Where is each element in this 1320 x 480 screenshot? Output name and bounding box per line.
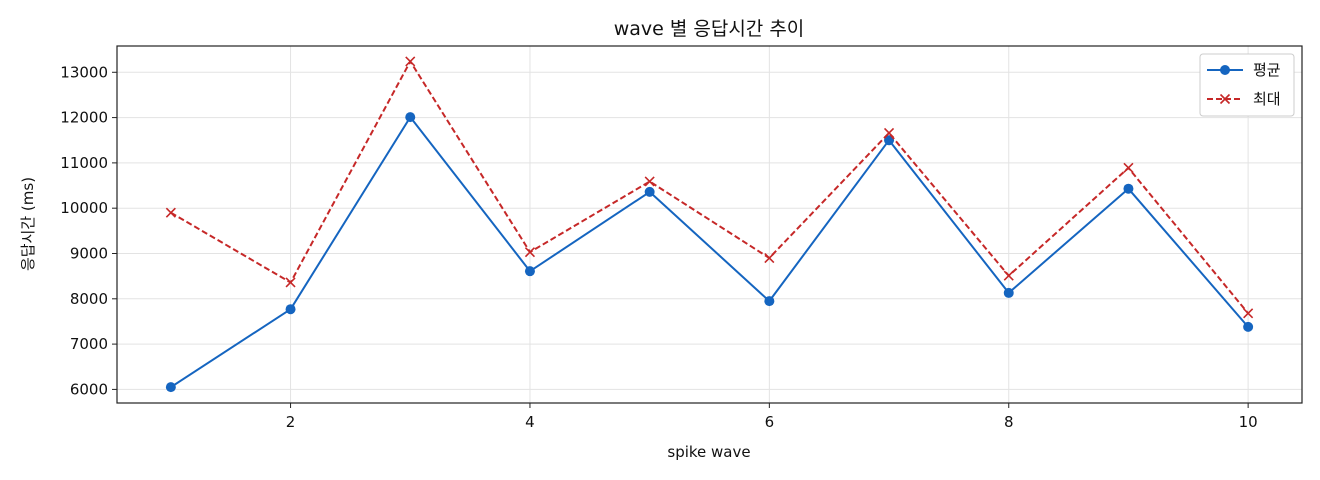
series-1-point [1003, 287, 1014, 298]
series-2-point [405, 56, 416, 67]
series-1-point [285, 304, 296, 315]
series-1-point [165, 382, 176, 393]
series-2-line [170, 60, 1249, 314]
series-1-line [170, 116, 1249, 388]
x-tick-label: 2 [286, 413, 296, 431]
plot-frame [116, 45, 1303, 404]
series-2-point [764, 252, 775, 264]
legend-entry: 최대 [1207, 90, 1281, 108]
series-1 [165, 112, 1254, 393]
grid [117, 46, 1302, 403]
x-tick-label: 8 [1004, 413, 1014, 431]
series-1-point [764, 296, 775, 307]
y-axis-label: 응답시간 (ms) [19, 177, 37, 271]
y-tick-label: 13000 [60, 63, 108, 81]
series-2-point [1003, 270, 1014, 281]
series-layer [165, 56, 1254, 393]
x-tick-label: 6 [765, 413, 775, 431]
x-axis: 2 4 6 8 10 [286, 403, 1258, 431]
series-1-point [524, 266, 535, 277]
x-axis-label: spike wave [667, 443, 750, 461]
series-1-point [1123, 183, 1134, 194]
series-1-point [644, 186, 655, 197]
series-2-point [1243, 308, 1254, 319]
series-2 [165, 56, 1254, 319]
series-2-point [644, 176, 655, 187]
legend-swatch-marker [1219, 93, 1231, 105]
series-2-point [285, 277, 296, 288]
legend-swatch-marker [1220, 65, 1230, 75]
y-tick-label: 10000 [60, 199, 108, 217]
y-tick-label: 9000 [70, 244, 108, 262]
series-1-point [884, 135, 895, 146]
y-tick-label: 8000 [70, 290, 108, 308]
y-axis: 6000 7000 8000 9000 10000 11000 12000 13000 [60, 63, 117, 398]
series-2-point [883, 127, 895, 139]
series-2-point [1123, 162, 1134, 173]
x-tick-label: 4 [525, 413, 535, 431]
series-2-point [165, 207, 176, 218]
series-1-point [1243, 321, 1254, 332]
y-tick-label: 12000 [60, 109, 108, 127]
series-1-point [405, 112, 416, 123]
series-2-point [524, 247, 536, 258]
x-tick-label: 10 [1239, 413, 1258, 431]
chart-title: wave 별 응답시간 추이 [614, 18, 805, 40]
legend-label: 평균 [1253, 61, 1281, 79]
legend-entry: 평균 [1207, 61, 1281, 79]
y-tick-label: 7000 [70, 335, 108, 353]
y-tick-label: 11000 [60, 154, 108, 172]
legend-label: 최대 [1253, 90, 1281, 108]
y-tick-label: 6000 [70, 380, 108, 398]
